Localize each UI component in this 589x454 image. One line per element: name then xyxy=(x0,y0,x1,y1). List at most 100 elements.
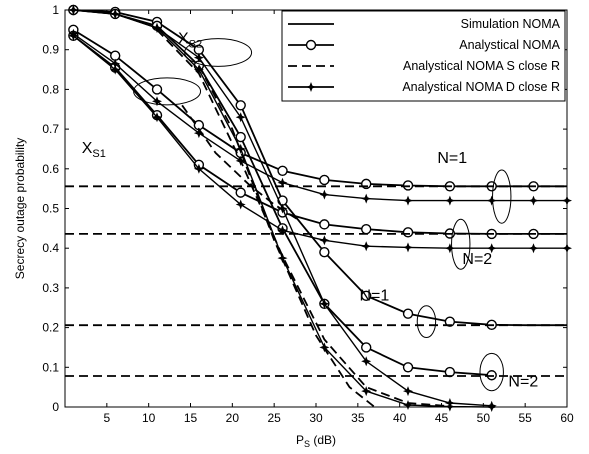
star-marker xyxy=(361,193,372,204)
y-tick-label: 1 xyxy=(52,3,59,17)
circle-marker xyxy=(235,131,246,143)
star-marker xyxy=(193,163,204,174)
star-marker xyxy=(277,203,288,214)
annotation-label: N=1 xyxy=(437,150,467,167)
circle-marker xyxy=(402,362,414,373)
circle-marker xyxy=(319,219,330,230)
x-tick-label: 40 xyxy=(393,411,407,425)
star-marker xyxy=(361,386,372,397)
circle-marker xyxy=(235,187,246,198)
legend: Simulation NOMA Analystical NOMA Analystic… xyxy=(281,10,566,102)
star-marker xyxy=(110,9,121,19)
circle-marker xyxy=(151,84,163,95)
circle-marker xyxy=(361,290,372,302)
annotation-layer: XS2 XS1 N=1 N=2 N=1 N=2 xyxy=(82,31,538,392)
legend-label: Simulation NOMA xyxy=(461,17,561,31)
x-tick-label: 15 xyxy=(184,411,198,425)
star-marker xyxy=(319,298,330,309)
star-marker xyxy=(193,128,204,139)
circle-marker xyxy=(361,342,372,353)
star-marker xyxy=(403,386,413,397)
x-tick-label: 55 xyxy=(518,411,532,425)
star-marker xyxy=(319,235,330,246)
legend-box xyxy=(281,10,566,102)
group-ellipse xyxy=(416,305,437,339)
star-marker xyxy=(110,64,121,75)
star-marker xyxy=(444,243,455,254)
dashed-line xyxy=(198,65,376,408)
x-tick-label: 20 xyxy=(226,411,240,425)
y-tick-label: 0.1 xyxy=(42,360,59,374)
star-marker xyxy=(110,58,121,69)
circle-marker xyxy=(361,223,372,235)
circle-marker xyxy=(402,227,414,238)
y-tick-label: 0.7 xyxy=(42,122,59,136)
star-marker xyxy=(444,195,455,206)
y-tick-label: 0.4 xyxy=(42,241,59,255)
x-tick-label: 35 xyxy=(351,411,365,425)
star-marker xyxy=(403,242,413,253)
group-ellipse xyxy=(492,169,512,224)
legend-swatch-circle xyxy=(305,39,317,51)
circle-marker xyxy=(402,308,414,319)
y-tick-label: 0.2 xyxy=(42,321,59,335)
circle-marker xyxy=(444,316,456,327)
dashed-line xyxy=(181,104,300,222)
annotation-label: XS2 xyxy=(178,31,202,51)
x-tick-label: 10 xyxy=(142,411,156,425)
x-axis-label-unit: (dB) xyxy=(310,433,336,447)
y-tick-label: 0.5 xyxy=(42,202,59,216)
star-marker xyxy=(528,243,539,254)
y-tick-label: 0.3 xyxy=(42,281,59,295)
series-layer xyxy=(65,4,572,412)
star-marker xyxy=(235,143,246,154)
y-tick-label: 0.6 xyxy=(42,162,59,176)
star-marker xyxy=(528,195,539,206)
group-ellipse xyxy=(451,218,471,270)
axes-layer: 5 10 15 20 25 30 35 40 45 50 55 60 0 0.1 0.2 0.3 0.4 0.5 0… xyxy=(42,3,574,425)
x-tick-label: 30 xyxy=(309,411,323,425)
y-tick-label: 0.8 xyxy=(42,82,59,96)
star-marker xyxy=(277,225,288,236)
legend-label: Analystical NOMA xyxy=(459,38,560,52)
star-marker xyxy=(152,22,162,33)
star-marker xyxy=(361,241,372,252)
star-marker xyxy=(486,243,497,254)
x-tick-label: 50 xyxy=(477,411,491,425)
circle-marker xyxy=(235,100,246,111)
group-ellipse xyxy=(133,77,202,106)
star-marker xyxy=(235,112,246,123)
dashed-line xyxy=(156,29,450,408)
star-marker xyxy=(319,189,330,200)
y-tick-label: 0.9 xyxy=(42,43,59,57)
legend-label: Analystical NOMA S close R xyxy=(403,59,560,73)
star-marker xyxy=(403,195,413,206)
y-axis-label: Secrecy outage probability xyxy=(13,138,27,279)
group-ellipse xyxy=(184,38,253,67)
star-marker xyxy=(152,96,162,107)
star-marker xyxy=(193,52,204,63)
star-marker xyxy=(152,112,162,123)
circle-marker xyxy=(319,246,330,258)
star-marker xyxy=(403,400,413,410)
star-marker xyxy=(277,177,288,188)
annotation-label: N=2 xyxy=(508,373,538,390)
x-tick-label: 45 xyxy=(435,411,449,425)
star-marker xyxy=(235,199,246,210)
annotation-label: XS1 xyxy=(82,140,106,160)
annotation-label: N=1 xyxy=(360,288,390,305)
x-tick-label: 60 xyxy=(560,411,574,425)
star-marker xyxy=(486,195,497,206)
x-axis-label: PS (dB) xyxy=(296,433,336,449)
legend-label: Analystical NOMA D close R xyxy=(402,80,560,94)
annotation-label: N=2 xyxy=(462,251,492,268)
legend-swatch-star xyxy=(306,82,316,92)
x-tick-label: 25 xyxy=(267,411,281,425)
circle-marker xyxy=(319,174,330,186)
x-axis-label-main: P xyxy=(296,433,304,447)
y-tick-label: 0 xyxy=(52,400,59,414)
star-marker xyxy=(68,30,79,41)
group-ellipse xyxy=(479,352,504,392)
star-marker xyxy=(193,64,204,75)
